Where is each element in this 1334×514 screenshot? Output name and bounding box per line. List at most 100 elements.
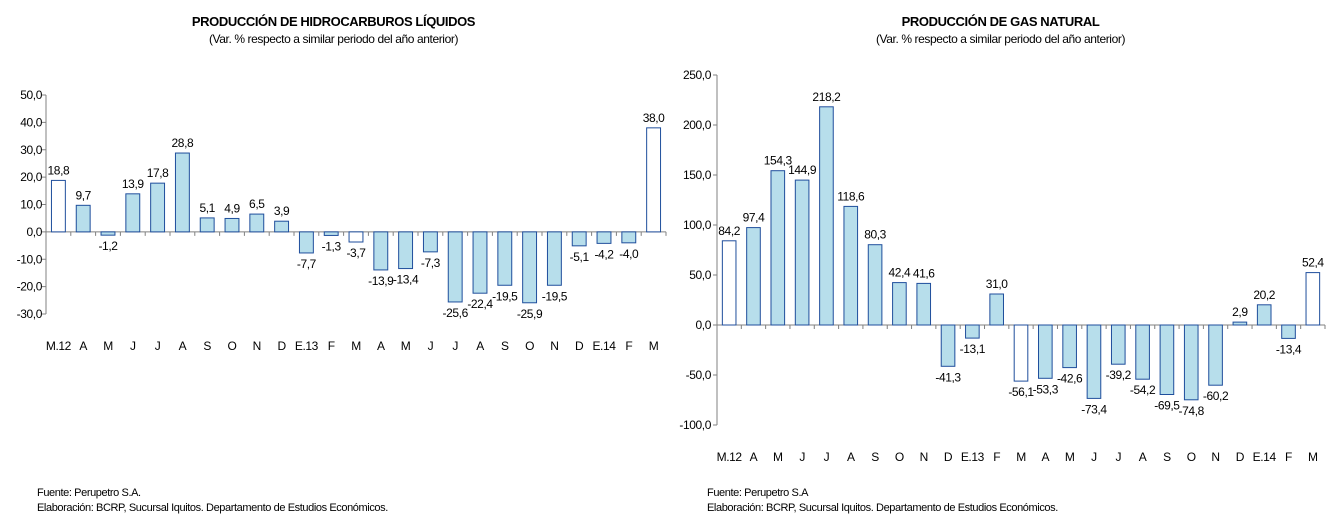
x-tick-label: N — [550, 339, 558, 353]
bar — [1038, 324, 1053, 379]
x-tick-label: J — [452, 339, 458, 353]
bar — [1062, 324, 1077, 369]
bar — [1086, 324, 1102, 399]
x-tick-label: A — [750, 450, 758, 464]
data-label: -13,4 — [1276, 342, 1302, 356]
bar — [274, 220, 290, 233]
data-label: 5,1 — [199, 201, 215, 215]
bar — [249, 213, 265, 233]
x-tick-label: S — [203, 339, 211, 353]
x-tick-label: E.14 — [1253, 450, 1277, 464]
x-tick-label: A — [1042, 450, 1050, 464]
x-tick-label: F — [625, 339, 632, 353]
data-label: 97,4 — [743, 211, 765, 225]
data-label: 28,8 — [172, 136, 194, 150]
data-label: -56,1 — [1008, 385, 1034, 399]
data-label: 80,3 — [864, 228, 886, 242]
x-tick-label: O — [895, 450, 904, 464]
x-tick-label: M — [649, 339, 659, 353]
x-tick-label: N — [1211, 450, 1219, 464]
data-label: -41,3 — [935, 370, 961, 384]
y-tick-label: 40,0 — [20, 115, 42, 129]
x-tick-label: J — [1091, 450, 1097, 464]
bar — [1135, 324, 1150, 380]
data-label: -7,3 — [421, 256, 441, 270]
bar — [75, 204, 91, 233]
data-label: 41,6 — [913, 266, 935, 280]
chart-panel-liquids: PRODUCCIÓN DE HIDROCARBUROS LÍQUIDOS (Va… — [0, 0, 667, 514]
bar — [596, 231, 612, 244]
data-label: -3,7 — [346, 246, 366, 260]
x-tick-label: A — [377, 339, 385, 353]
gas-bar-chart: -100,0 -50,0 0,0 50,0 100,0 150,0 200,0 250,0 84… — [679, 68, 1326, 464]
bar — [1159, 324, 1175, 395]
data-label: -5,1 — [570, 250, 590, 264]
x-tick-label: F — [1285, 450, 1292, 464]
x-tick-label: M.12 — [46, 339, 72, 353]
bar — [819, 106, 834, 326]
bar — [571, 231, 587, 247]
data-label: -13,1 — [960, 342, 986, 356]
x-tick-label: D — [1236, 450, 1245, 464]
bar — [1110, 324, 1126, 365]
data-label: 6,5 — [249, 197, 265, 211]
data-label: 84,2 — [718, 224, 740, 238]
x-tick-label: F — [993, 450, 1000, 464]
bar — [1256, 304, 1272, 326]
data-label: -73,4 — [1081, 402, 1107, 416]
x-tick-label: S — [501, 339, 509, 353]
bar — [916, 282, 932, 326]
x-tick-label: A — [79, 339, 87, 353]
x-tick-label: E.13 — [295, 339, 319, 353]
data-label: 52,4 — [1302, 256, 1324, 270]
chart-title: PRODUCCIÓN DE HIDROCARBUROS LÍQUIDOS — [191, 14, 476, 29]
bar — [770, 170, 786, 326]
data-label: 20,2 — [1253, 288, 1275, 302]
bar — [746, 227, 761, 326]
y-tick-label: 30,0 — [20, 143, 42, 157]
x-tick-label: M — [351, 339, 361, 353]
x-tick-label: M.12 — [717, 450, 743, 464]
bar — [1013, 324, 1029, 382]
x-tick-label: E.14 — [592, 339, 616, 353]
data-label: 13,9 — [122, 177, 144, 191]
data-label: 144,9 — [788, 163, 817, 177]
x-tick-label: J — [824, 450, 830, 464]
bar — [522, 231, 538, 304]
bar — [940, 324, 956, 367]
chart-subtitle: (Var. % respecto a similar periodo del a… — [208, 32, 459, 46]
x-tick-label: S — [1163, 450, 1171, 464]
data-label: -42,6 — [1057, 372, 1083, 386]
y-tick-label: -30,0 — [17, 307, 43, 321]
bar — [224, 217, 240, 233]
x-tick-label: M — [1308, 450, 1318, 464]
data-label: 18,8 — [48, 163, 70, 177]
x-tick-label: J — [130, 339, 136, 353]
x-tick-label: O — [1187, 450, 1196, 464]
x-tick-label: J — [155, 339, 161, 353]
data-label: -54,2 — [1130, 383, 1156, 397]
bar — [125, 193, 141, 233]
bar — [546, 231, 562, 286]
bar — [646, 127, 662, 233]
data-label: 4,9 — [224, 201, 240, 215]
bar — [1281, 324, 1296, 339]
bar — [794, 179, 810, 326]
data-label: -4,0 — [619, 247, 639, 261]
data-label: 218,2 — [812, 90, 841, 104]
data-label: 38,0 — [643, 111, 665, 125]
data-label: 118,6 — [837, 189, 865, 203]
bar — [373, 231, 389, 271]
x-tick-label: M — [401, 339, 411, 353]
x-tick-label: A — [179, 339, 187, 353]
data-label: -13,4 — [393, 273, 419, 287]
data-label: -22,4 — [467, 297, 493, 311]
bar — [100, 231, 116, 236]
chart-panel-gas: PRODUCCIÓN DE GAS NATURAL (Var. % respec… — [667, 0, 1334, 514]
data-label: 42,4 — [889, 266, 911, 280]
bar — [497, 231, 513, 286]
bar — [348, 231, 364, 243]
y-tick-label: -10,0 — [17, 252, 43, 266]
data-label: -25,6 — [443, 306, 469, 320]
x-tick-label: O — [228, 339, 237, 353]
